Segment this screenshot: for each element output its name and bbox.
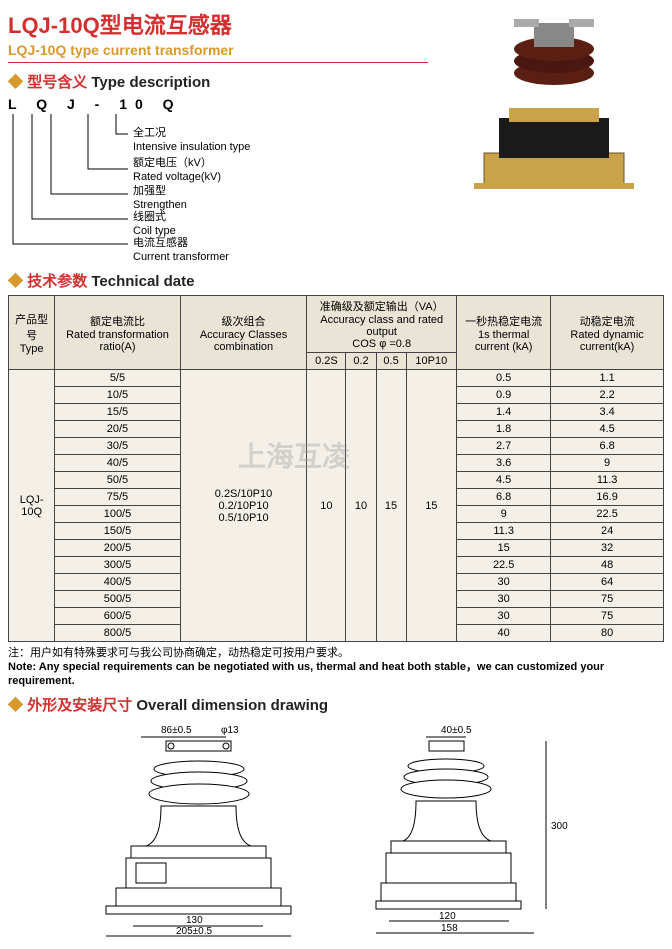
cell-dynamic: 48 (551, 557, 664, 574)
cell-dynamic: 22.5 (551, 506, 664, 523)
cell-dynamic: 4.5 (551, 421, 664, 438)
cell-ratio: 800/5 (55, 625, 180, 642)
cell-ratio: 200/5 (55, 540, 180, 557)
cell-thermal: 6.8 (457, 489, 551, 506)
cell-thermal: 0.5 (457, 370, 551, 387)
cell-dynamic: 2.2 (551, 387, 664, 404)
cell-thermal: 30 (457, 574, 551, 591)
cell-thermal: 22.5 (457, 557, 551, 574)
cell-ratio: 30/5 (55, 438, 180, 455)
cell-ratio: 150/5 (55, 523, 180, 540)
svg-text:205±0.5: 205±0.5 (176, 926, 213, 937)
cell-thermal: 30 (457, 591, 551, 608)
spec-table: 产品型号Type 额定电流比Rated transformation ratio… (8, 295, 664, 642)
svg-text:130: 130 (186, 915, 203, 926)
cell-dynamic: 16.9 (551, 489, 664, 506)
section-drawing: ◆ 外形及安装尺寸 Overall dimension drawing (8, 694, 664, 715)
cell-dynamic: 6.8 (551, 438, 664, 455)
svg-text:158: 158 (441, 923, 458, 934)
cell-thermal: 0.9 (457, 387, 551, 404)
cell-ratio: 40/5 (55, 455, 180, 472)
cell-ratio: 20/5 (55, 421, 180, 438)
cell-thermal: 2.7 (457, 438, 551, 455)
cell-dynamic: 75 (551, 591, 664, 608)
cell-thermal: 1.4 (457, 404, 551, 421)
cell-ratio: 500/5 (55, 591, 180, 608)
title-en: LQJ-10Q type current transformer (8, 42, 428, 58)
cell-dynamic: 80 (551, 625, 664, 642)
svg-text:40±0.5: 40±0.5 (441, 725, 472, 736)
cell-thermal: 9 (457, 506, 551, 523)
svg-text:300: 300 (551, 821, 568, 832)
type-diagram: 全工况 Intensive insulation type 额定电压（kV） R… (8, 114, 428, 264)
cell-thermal: 4.5 (457, 472, 551, 489)
cell-ratio: 600/5 (55, 608, 180, 625)
cell-accuracy: 0.2S/10P100.2/10P100.5/10P10 (180, 370, 307, 642)
cell-ratio: 75/5 (55, 489, 180, 506)
svg-text:120: 120 (439, 911, 456, 922)
cell-thermal: 40 (457, 625, 551, 642)
cell-thermal: 1.8 (457, 421, 551, 438)
title-cn: LQJ-10Q型电流互感器 (8, 8, 428, 40)
cell-ratio: 300/5 (55, 557, 180, 574)
cell-ratio: 100/5 (55, 506, 180, 523)
section-tech: ◆ 技术参数 Technical date (8, 270, 664, 291)
cell-dynamic: 64 (551, 574, 664, 591)
cell-dynamic: 9 (551, 455, 664, 472)
cell-ratio: 50/5 (55, 472, 180, 489)
divider (8, 62, 428, 63)
section-type-desc: ◆ 型号含义 Type description (8, 71, 428, 92)
svg-text:φ13: φ13 (221, 725, 239, 736)
cell-ratio: 5/5 (55, 370, 180, 387)
product-photo (444, 8, 664, 208)
cell-output: 10 (307, 370, 346, 642)
svg-text:86±0.5: 86±0.5 (161, 725, 192, 736)
cell-dynamic: 24 (551, 523, 664, 540)
type-letters: L Q J - 10 Q (8, 96, 428, 112)
dimension-drawing: 86±0.5 φ13 130 205±0.5 40±0.5 (8, 721, 664, 941)
cell-dynamic: 3.4 (551, 404, 664, 421)
cell-output: 15 (376, 370, 406, 642)
cell-ratio: 15/5 (55, 404, 180, 421)
cell-dynamic: 75 (551, 608, 664, 625)
cell-dynamic: 1.1 (551, 370, 664, 387)
cell-thermal: 3.6 (457, 455, 551, 472)
cell-ratio: 10/5 (55, 387, 180, 404)
note: 注：用户如有特殊要求可与我公司协商确定，动热稳定可按用户要求。 Note: An… (8, 646, 664, 688)
cell-thermal: 30 (457, 608, 551, 625)
cell-ratio: 400/5 (55, 574, 180, 591)
cell-dynamic: 11.3 (551, 472, 664, 489)
cell-output: 10 (346, 370, 376, 642)
cell-dynamic: 32 (551, 540, 664, 557)
cell-type: LQJ-10Q (9, 370, 55, 642)
cell-thermal: 15 (457, 540, 551, 557)
cell-thermal: 11.3 (457, 523, 551, 540)
cell-output: 15 (406, 370, 456, 642)
